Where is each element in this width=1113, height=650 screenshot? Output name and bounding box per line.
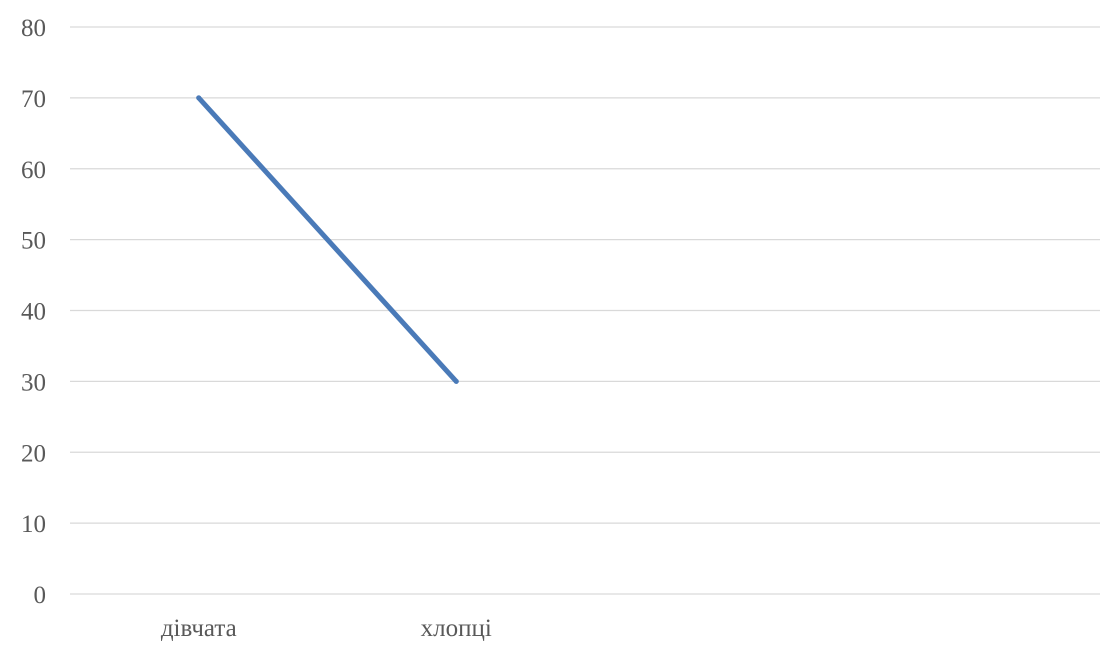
y-tick-label: 80 bbox=[21, 15, 46, 42]
y-tick-label: 10 bbox=[21, 511, 46, 538]
grid-layer bbox=[70, 26, 1100, 595]
x-axis-tick-labels: дівчата хлопці bbox=[161, 615, 492, 642]
data-point-0-1 bbox=[453, 378, 459, 384]
data-point-0-0 bbox=[196, 95, 202, 101]
y-tick-label: 0 bbox=[34, 582, 47, 609]
y-tick-label: 50 bbox=[21, 228, 46, 255]
series-layer bbox=[196, 95, 459, 384]
y-tick-label: 70 bbox=[21, 86, 46, 113]
y-axis-tick-labels: 0 10 20 30 40 50 60 70 80 bbox=[21, 15, 46, 609]
x-tick-label: дівчата bbox=[161, 615, 237, 642]
x-tick-label: хлопці bbox=[421, 615, 492, 642]
y-tick-label: 30 bbox=[21, 369, 46, 396]
series-line-0 bbox=[196, 95, 459, 384]
y-tick-label: 20 bbox=[21, 440, 46, 467]
y-tick-label: 40 bbox=[21, 299, 46, 326]
y-tick-label: 60 bbox=[21, 157, 46, 184]
